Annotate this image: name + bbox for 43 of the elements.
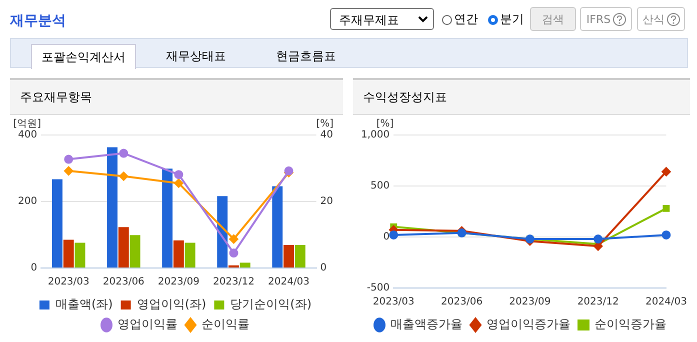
x-tick-label: 2023/09 <box>509 296 551 308</box>
text: 연간 <box>454 11 478 28</box>
x-tick-label: 2023/06 <box>102 276 144 288</box>
chart-title: 수익성장성지표 <box>353 80 690 115</box>
x-tick-label: 2023/03 <box>48 276 90 288</box>
y2-axis-title: [%] <box>316 118 334 130</box>
y-tick-label: 500 <box>370 180 390 192</box>
x-tick-label: 2024/03 <box>645 296 687 308</box>
text: 현금흐름표 <box>275 48 337 65</box>
text: 분기 <box>500 11 524 28</box>
y-axis-title: [%] <box>376 118 394 130</box>
text: 산식 <box>642 12 664 26</box>
x-tick-label: 2023/12 <box>577 296 619 308</box>
chart-title: 주요재무항목 <box>10 80 343 115</box>
y2-tick-label: 40 <box>320 130 334 141</box>
text: 재무분석 <box>10 12 66 30</box>
x-tick-label: 2023/06 <box>441 296 483 308</box>
x-tick-label: 2024/03 <box>268 276 310 288</box>
text: 검색 <box>530 7 576 31</box>
legend-label: 당기순이익(좌) <box>230 297 312 312</box>
y-tick-label: 200 <box>18 196 38 208</box>
x-tick-label: 2023/12 <box>212 276 254 288</box>
y-tick-label: 1,000 <box>360 130 390 141</box>
legend-label: 매출액증가율 <box>390 317 462 332</box>
text: 포괄손익계산서 <box>31 44 136 69</box>
y-axis-title: [억원] <box>13 118 42 130</box>
legend-label: 영업이익증가율 <box>486 317 570 332</box>
legend-label: 매출액(좌) <box>55 297 113 312</box>
y2-tick-label: 0 <box>320 262 327 274</box>
legend-label: 순이익률 <box>202 317 250 332</box>
text: IFRS <box>586 12 611 26</box>
legend-label: 순이익증가율 <box>594 317 666 332</box>
legend-label: 영업이익률 <box>118 317 178 332</box>
y-tick-label: 0 <box>30 262 38 274</box>
text: 주재무제표 <box>330 8 434 30</box>
legend-label: 영업이익(좌) <box>136 297 206 312</box>
y-tick-label: -500 <box>366 282 390 294</box>
y2-tick-label: 20 <box>320 196 334 208</box>
y-tick-label: 0 <box>383 232 390 243</box>
y-tick-label: 400 <box>18 130 38 141</box>
x-tick-label: 2023/03 <box>372 296 414 308</box>
text: 재무상태표 <box>165 48 227 65</box>
x-tick-label: 2023/09 <box>158 276 200 288</box>
